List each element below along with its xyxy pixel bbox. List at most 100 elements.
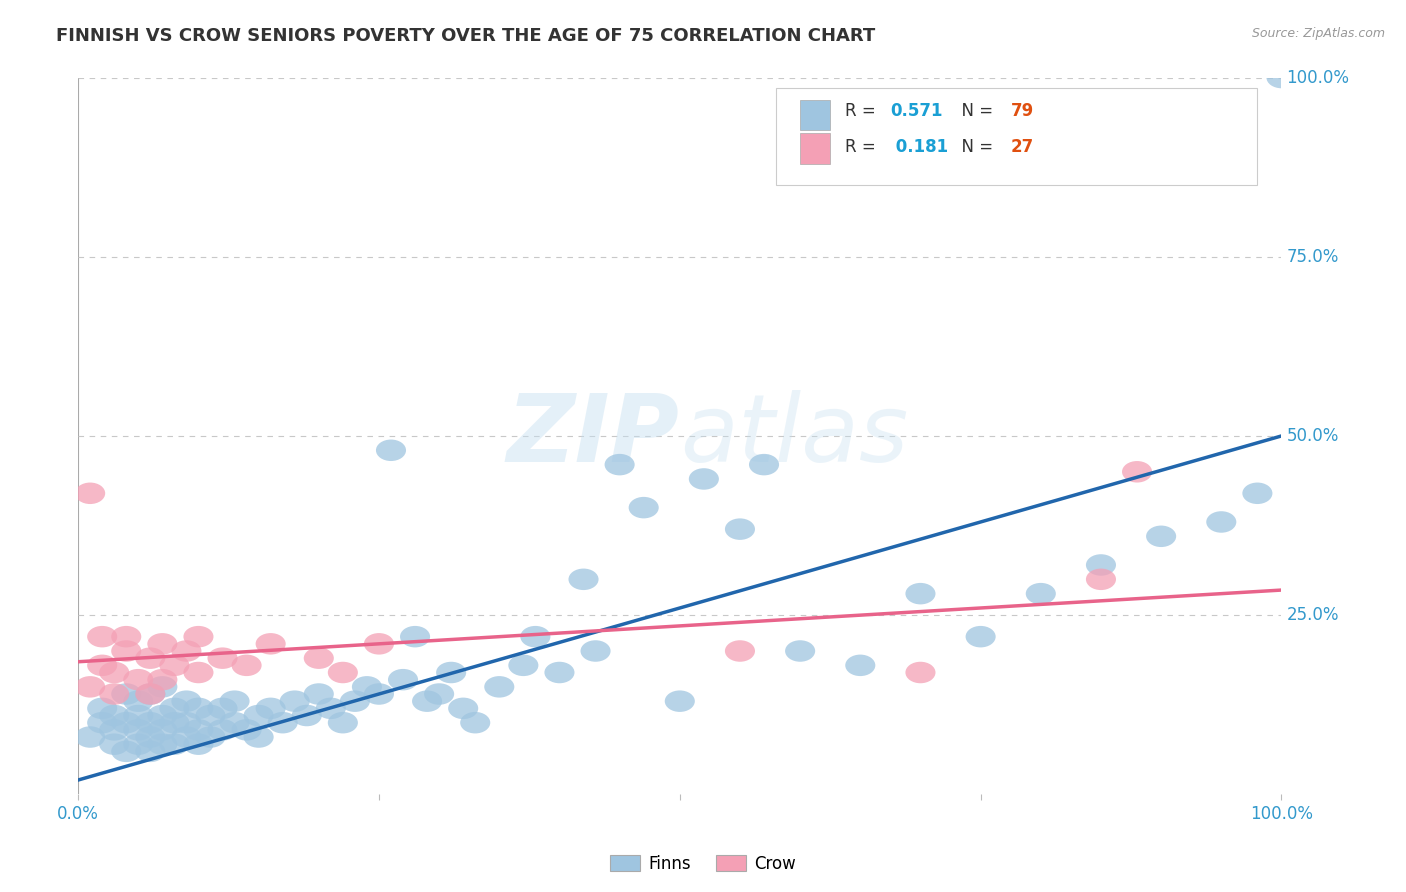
Ellipse shape (208, 648, 238, 669)
Ellipse shape (183, 626, 214, 648)
Ellipse shape (219, 712, 250, 733)
Ellipse shape (352, 676, 382, 698)
Ellipse shape (436, 662, 467, 683)
Ellipse shape (219, 690, 250, 712)
Text: R =: R = (845, 103, 880, 120)
Ellipse shape (256, 698, 285, 719)
Ellipse shape (195, 705, 225, 726)
Ellipse shape (605, 454, 634, 475)
Ellipse shape (243, 705, 274, 726)
Ellipse shape (148, 733, 177, 755)
Ellipse shape (172, 640, 201, 662)
Legend: Finns, Crow: Finns, Crow (603, 848, 803, 880)
Ellipse shape (111, 626, 141, 648)
Text: atlas: atlas (679, 391, 908, 482)
Ellipse shape (1122, 461, 1152, 483)
Ellipse shape (135, 726, 166, 747)
Ellipse shape (111, 740, 141, 762)
Ellipse shape (148, 719, 177, 740)
FancyBboxPatch shape (800, 134, 830, 163)
Ellipse shape (725, 640, 755, 662)
Ellipse shape (460, 712, 491, 733)
Ellipse shape (665, 690, 695, 712)
Ellipse shape (689, 468, 718, 490)
Ellipse shape (1243, 483, 1272, 504)
Ellipse shape (183, 698, 214, 719)
Ellipse shape (845, 655, 876, 676)
Ellipse shape (183, 662, 214, 683)
Ellipse shape (1085, 568, 1116, 591)
Ellipse shape (135, 683, 166, 705)
Ellipse shape (1146, 525, 1177, 547)
Ellipse shape (1206, 511, 1236, 533)
Ellipse shape (148, 669, 177, 690)
Ellipse shape (159, 712, 190, 733)
FancyBboxPatch shape (800, 100, 830, 130)
Ellipse shape (87, 698, 117, 719)
Ellipse shape (135, 683, 166, 705)
Text: N =: N = (950, 103, 998, 120)
Ellipse shape (905, 662, 935, 683)
Text: 100.0%: 100.0% (1286, 69, 1350, 87)
Ellipse shape (111, 640, 141, 662)
Ellipse shape (291, 705, 322, 726)
Ellipse shape (159, 733, 190, 755)
Ellipse shape (243, 726, 274, 747)
FancyBboxPatch shape (776, 88, 1257, 185)
Ellipse shape (124, 719, 153, 740)
Ellipse shape (1085, 554, 1116, 575)
Ellipse shape (159, 655, 190, 676)
Text: ZIP: ZIP (508, 390, 679, 482)
Ellipse shape (100, 733, 129, 755)
Ellipse shape (111, 683, 141, 705)
Ellipse shape (484, 676, 515, 698)
Ellipse shape (401, 626, 430, 648)
Ellipse shape (87, 712, 117, 733)
Ellipse shape (749, 454, 779, 475)
Text: 0.571: 0.571 (890, 103, 943, 120)
Ellipse shape (304, 648, 333, 669)
Ellipse shape (628, 497, 659, 518)
Ellipse shape (75, 483, 105, 504)
Text: Source: ZipAtlas.com: Source: ZipAtlas.com (1251, 27, 1385, 40)
Ellipse shape (340, 690, 370, 712)
Ellipse shape (1267, 67, 1296, 88)
Ellipse shape (328, 712, 359, 733)
Ellipse shape (124, 669, 153, 690)
Text: N =: N = (950, 138, 998, 156)
Text: 27: 27 (1011, 138, 1033, 156)
Ellipse shape (412, 690, 441, 712)
Ellipse shape (183, 719, 214, 740)
Ellipse shape (316, 698, 346, 719)
Ellipse shape (328, 662, 359, 683)
Ellipse shape (725, 518, 755, 540)
Ellipse shape (183, 733, 214, 755)
Ellipse shape (75, 676, 105, 698)
Ellipse shape (159, 698, 190, 719)
Ellipse shape (449, 698, 478, 719)
Ellipse shape (256, 633, 285, 655)
Ellipse shape (581, 640, 610, 662)
Ellipse shape (124, 705, 153, 726)
Ellipse shape (388, 669, 418, 690)
Ellipse shape (208, 719, 238, 740)
Ellipse shape (172, 726, 201, 747)
Ellipse shape (520, 626, 550, 648)
Ellipse shape (100, 705, 129, 726)
Ellipse shape (425, 683, 454, 705)
Ellipse shape (208, 698, 238, 719)
Text: 0.181: 0.181 (890, 138, 949, 156)
Ellipse shape (75, 726, 105, 747)
Ellipse shape (364, 633, 394, 655)
Ellipse shape (509, 655, 538, 676)
Ellipse shape (100, 662, 129, 683)
Ellipse shape (785, 640, 815, 662)
Ellipse shape (364, 683, 394, 705)
Ellipse shape (966, 626, 995, 648)
Ellipse shape (87, 655, 117, 676)
Text: R =: R = (845, 138, 880, 156)
Ellipse shape (1026, 582, 1056, 605)
Ellipse shape (135, 648, 166, 669)
Ellipse shape (124, 690, 153, 712)
Text: 75.0%: 75.0% (1286, 248, 1339, 266)
